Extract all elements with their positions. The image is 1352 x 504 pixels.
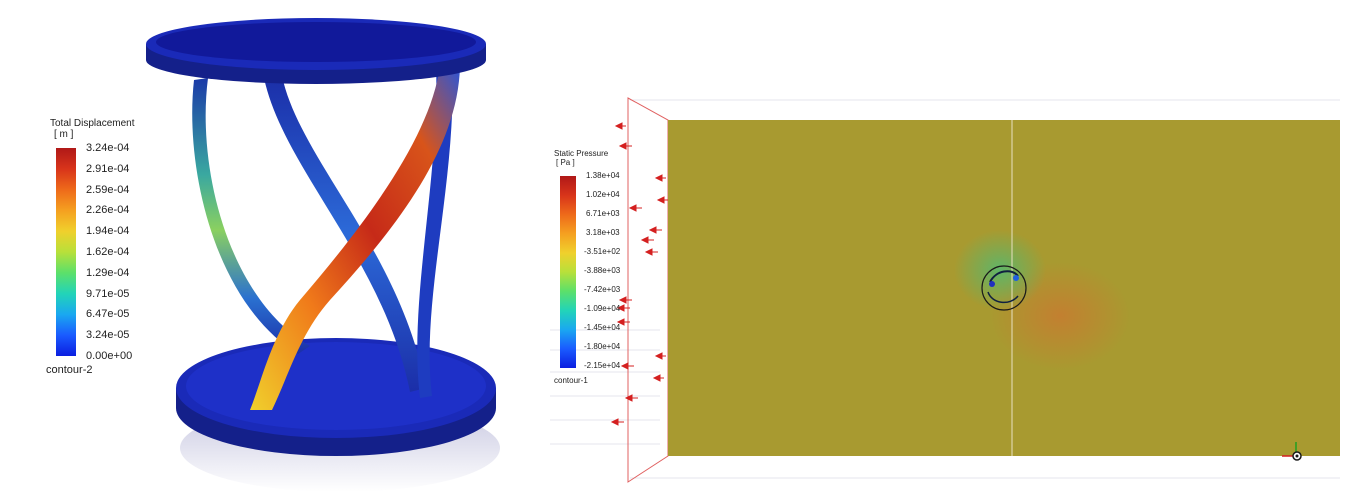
inlet-velocity-arrows	[610, 122, 668, 426]
pressure-contour-name: contour-1	[554, 376, 588, 385]
pressure-legend-unit: [ Pa ]	[556, 158, 575, 167]
left-blade	[192, 78, 310, 354]
displacement-legend-unit: [ m ]	[54, 129, 74, 140]
pressure-tick: -1.09e+04	[584, 304, 621, 313]
helical-turbine-3d-model	[56, 18, 500, 492]
pressure-tick: 1.02e+04	[586, 190, 620, 199]
displacement-colorbar	[56, 148, 76, 356]
pressure-tick: -3.51e+02	[584, 247, 621, 256]
low-pressure-zone	[954, 230, 1046, 310]
displacement-tick: 3.24e-04	[86, 142, 130, 154]
inlet-boundary	[627, 97, 669, 483]
axis-triad[interactable]	[1282, 442, 1302, 461]
pressure-viewport[interactable]: Static Pressure [ Pa ] 1.38e+04 1.02e+04…	[540, 0, 1352, 504]
displacement-viewport[interactable]: Total Displacement [ m ] 3.24e-04 2.91e-…	[0, 0, 540, 504]
pressure-tick: -7.42e+03	[584, 285, 621, 294]
pressure-domain-view	[550, 97, 1340, 483]
pressure-tick: -1.80e+04	[584, 342, 621, 351]
displacement-tick: 2.26e-04	[86, 204, 130, 216]
displacement-tick: 1.94e-04	[86, 225, 130, 237]
background-grid	[550, 99, 1340, 479]
displacement-tick: 2.59e-04	[86, 184, 130, 196]
pressure-tick: -3.88e+03	[584, 266, 621, 275]
displacement-tick: 1.29e-04	[86, 267, 130, 279]
displacement-tick: 6.47e-05	[86, 308, 130, 320]
displacement-tick: 1.62e-04	[86, 246, 130, 258]
pressure-tick: -2.15e+04	[584, 361, 621, 370]
displacement-tick: 3.24e-05	[86, 329, 130, 341]
displacement-tick: 2.91e-04	[86, 163, 130, 175]
back-blade	[264, 76, 426, 392]
displacement-contour-name: contour-2	[46, 364, 93, 376]
bottom-disc	[176, 338, 496, 456]
pressure-tick: 3.18e+03	[586, 228, 620, 237]
rotor	[981, 265, 1027, 311]
pressure-legend-title: Static Pressure	[554, 149, 609, 158]
pressure-tick: 6.71e+03	[586, 209, 620, 218]
pressure-tick: -1.45e+04	[584, 323, 621, 332]
displacement-legend-title: Total Displacement	[50, 118, 135, 129]
right-blade	[417, 60, 453, 398]
displacement-tick: 9.71e-05	[86, 288, 130, 300]
top-disc	[146, 18, 486, 84]
pressure-tick: 1.38e+04	[586, 171, 620, 180]
displacement-tick: 0.00e+00	[86, 350, 133, 362]
pressure-colorbar	[560, 176, 576, 368]
front-blade-max-displacement	[250, 66, 460, 410]
